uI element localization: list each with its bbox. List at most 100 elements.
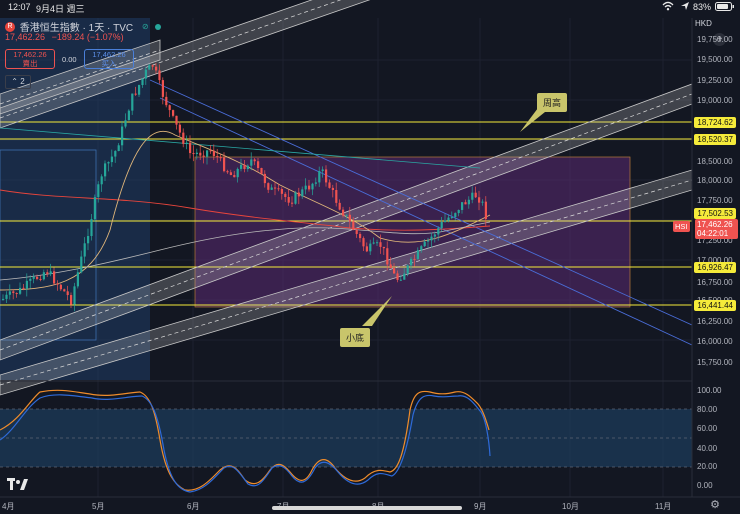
candle-body xyxy=(311,183,314,190)
current-price-tag[interactable]: 17,462.26 04:22:01 xyxy=(695,219,738,239)
axis-tick: 18,500.00 xyxy=(697,157,733,166)
axis-tick: 19,500.00 xyxy=(697,55,733,64)
candle-body xyxy=(406,265,409,274)
trendline-2[interactable] xyxy=(159,97,693,346)
collapse-indicators-button[interactable]: ⌃ 2 xyxy=(5,75,31,89)
candle-body xyxy=(284,193,287,198)
osc-tick: 0.00 xyxy=(697,481,713,490)
candle-body xyxy=(114,151,117,157)
candle-body xyxy=(338,202,341,210)
channel-upper[interactable] xyxy=(0,0,692,129)
candle-body xyxy=(308,185,311,190)
sell-button[interactable]: 17,462.26 賣出 xyxy=(5,49,55,69)
candle-body xyxy=(49,271,52,275)
live-dot-icon xyxy=(155,23,162,30)
candle-body xyxy=(393,268,396,274)
price-tag-18520[interactable]: 18,520.37 xyxy=(694,134,736,145)
time-tick: 9月 xyxy=(474,502,487,511)
candle-body xyxy=(121,126,124,146)
callout-weekly-high[interactable]: 周高 xyxy=(537,93,568,112)
candle-body xyxy=(325,169,328,183)
candlesticks[interactable] xyxy=(2,62,487,312)
candle-body xyxy=(372,242,375,244)
osc-tick: 40.00 xyxy=(697,444,718,453)
candle-body xyxy=(93,197,96,220)
axis-tick: 19,000.00 xyxy=(697,96,733,105)
candle-body xyxy=(56,283,59,285)
candle-body xyxy=(53,271,56,284)
candle-body xyxy=(362,238,365,247)
candle-body xyxy=(144,69,147,79)
candle-body xyxy=(206,150,209,157)
price-tag-16441[interactable]: 16,441.44 xyxy=(694,300,736,311)
candle-body xyxy=(471,192,474,200)
price-tag-17502[interactable]: 17,502.53 xyxy=(694,208,736,219)
candle-body xyxy=(396,273,399,280)
price-tag-16926[interactable]: 16,926.47 xyxy=(694,262,736,273)
candle-body xyxy=(291,202,294,204)
last-price: 17,462.26 xyxy=(5,32,46,42)
time-tick: 11月 xyxy=(655,502,672,511)
candle-body xyxy=(29,278,32,281)
osc-tick: 80.00 xyxy=(697,405,718,414)
candle-body xyxy=(270,187,273,190)
candle-body xyxy=(365,246,368,252)
candle-body xyxy=(97,184,100,198)
symbol-legend[interactable]: R 香港恒生指數 · 1天 · TVC ⊘ xyxy=(5,19,162,34)
candle-body xyxy=(433,234,436,237)
candle-body xyxy=(148,65,151,70)
candle-body xyxy=(155,66,158,71)
axis-tick: 17,000.00 xyxy=(697,256,733,265)
candle-body xyxy=(172,110,175,116)
osc-tick: 60.00 xyxy=(697,424,718,433)
candle-body xyxy=(158,70,161,81)
buy-label: 买入 xyxy=(101,59,117,68)
candle-body xyxy=(352,221,355,230)
candle-body xyxy=(376,242,379,244)
candle-body xyxy=(8,291,11,295)
buy-button[interactable]: 17,462.26 买入 xyxy=(84,49,134,69)
candle-body xyxy=(379,242,382,247)
candle-body xyxy=(386,248,389,265)
candle-body xyxy=(104,163,107,177)
currency-label[interactable]: HKD xyxy=(695,19,712,28)
axis-tick: 17,250.00 xyxy=(697,236,733,245)
candle-body xyxy=(233,175,236,178)
candle-body xyxy=(32,276,35,279)
candle-body xyxy=(274,187,277,189)
candle-body xyxy=(481,201,484,203)
bar-countdown: 04:22:01 xyxy=(697,229,729,238)
candle-body xyxy=(15,293,18,295)
hsi-badge[interactable]: HSI xyxy=(673,221,690,232)
trendline-1[interactable] xyxy=(149,79,693,326)
candle-body xyxy=(12,291,15,294)
candle-body xyxy=(413,258,416,260)
candle-body xyxy=(165,96,168,106)
settings-gear-icon[interactable]: ⚙ xyxy=(710,499,720,511)
candle-body xyxy=(267,183,270,190)
candle-body xyxy=(250,159,253,166)
ma-line-teal xyxy=(0,127,481,169)
home-indicator[interactable] xyxy=(272,506,462,510)
candle-body xyxy=(369,243,372,252)
add-alert-icon[interactable]: + xyxy=(713,33,726,46)
axis-tick: 19,250.00 xyxy=(697,76,733,85)
axis-tick: 16,250.00 xyxy=(697,317,733,326)
axis-tick: 18,000.00 xyxy=(697,176,733,185)
candle-body xyxy=(246,165,249,170)
candle-body xyxy=(464,202,467,205)
tradingview-logo xyxy=(7,478,29,497)
range-box-purple[interactable] xyxy=(194,156,631,308)
osc-tick: 100.00 xyxy=(697,386,722,395)
callout-minor-bottom[interactable]: 小底 xyxy=(340,328,371,347)
symbol-title[interactable]: 香港恒生指數 · 1天 · TVC xyxy=(19,23,134,34)
candle-body xyxy=(25,280,28,289)
candle-body xyxy=(328,182,331,188)
price-tag-18724[interactable]: 18,724.62 xyxy=(694,117,736,128)
candle-body xyxy=(410,258,413,266)
candle-body xyxy=(192,153,195,155)
candle-body xyxy=(297,192,300,197)
candle-body xyxy=(151,65,154,67)
candle-body xyxy=(223,157,226,172)
